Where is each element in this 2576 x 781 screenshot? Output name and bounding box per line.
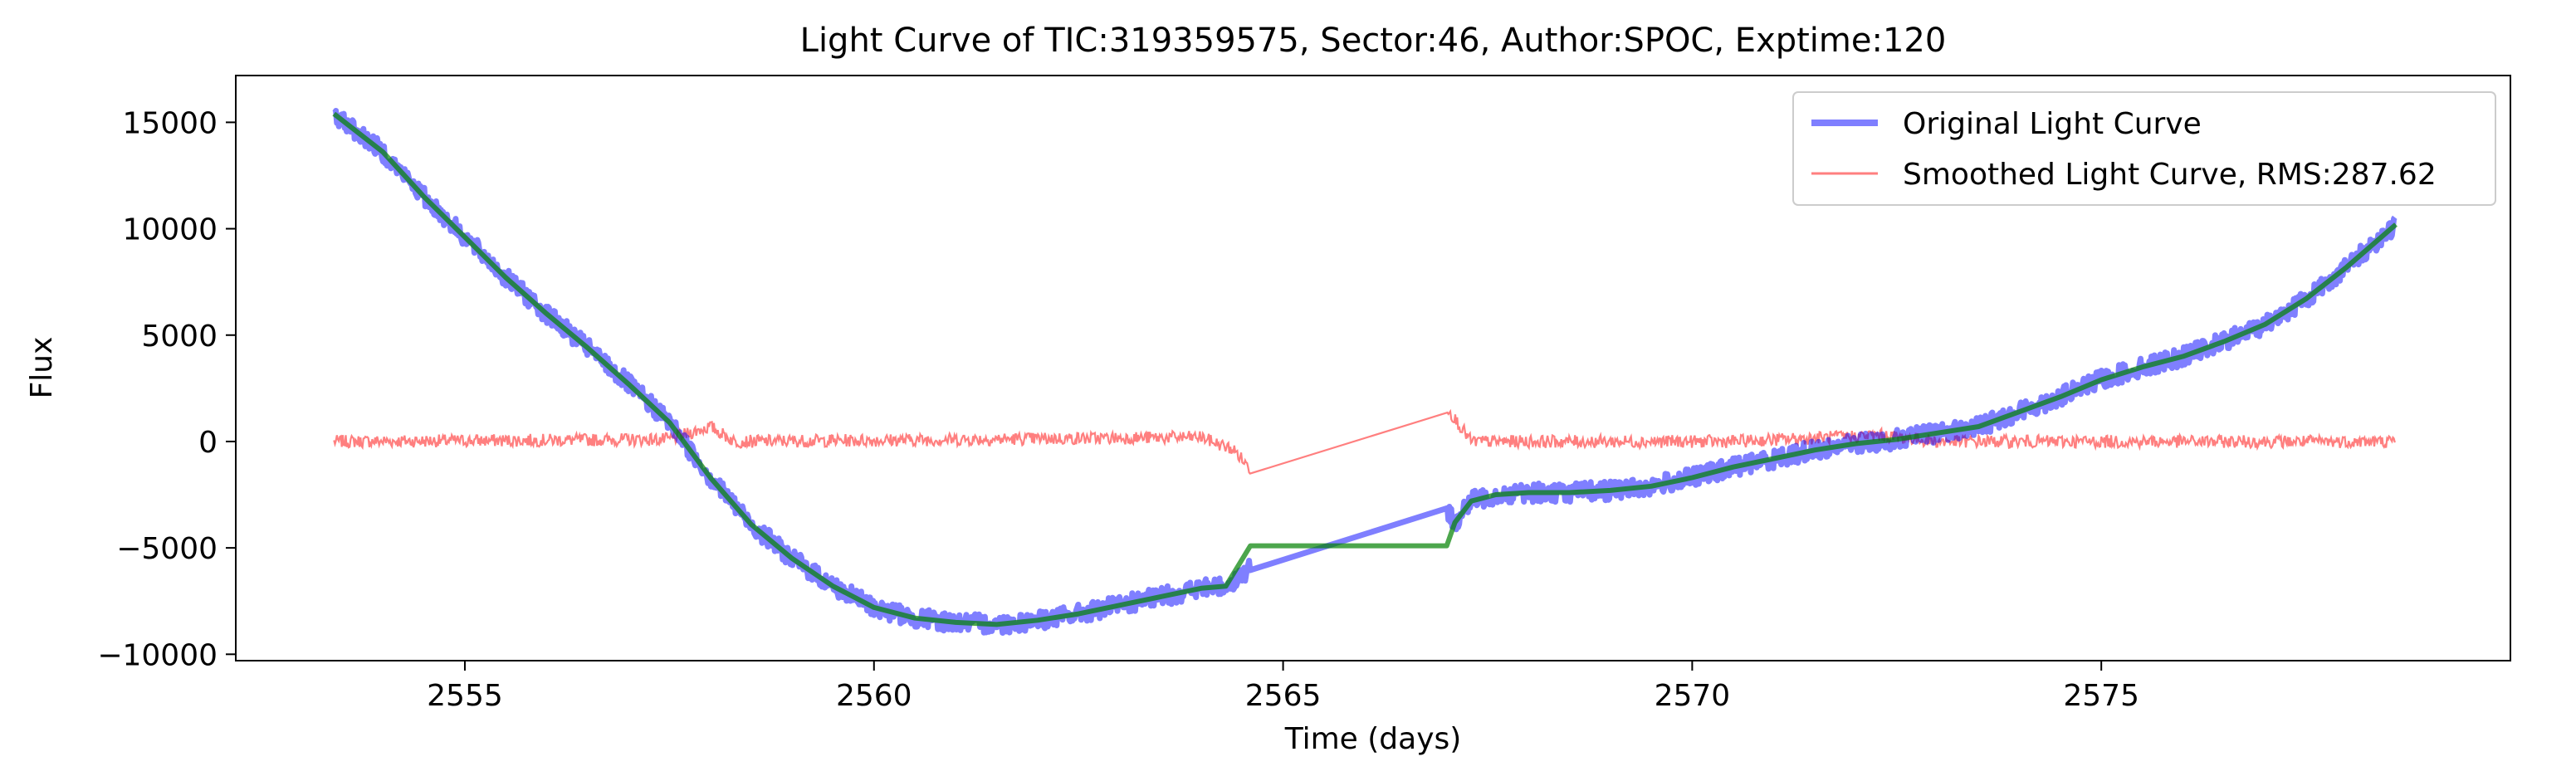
x-tick-label: 2555 [427,679,503,713]
legend-box [1792,91,2496,206]
x-tick-label: 2575 [2063,679,2139,713]
plot-frame [235,75,2511,661]
x-tick-label: 2560 [836,679,912,713]
y-tick-label: −5000 [116,532,218,566]
y-tick-label: 5000 [141,320,218,354]
x-axis-ticks: 2555 2560 2565 2570 2575 [427,661,2139,713]
y-tick-label: 15000 [122,106,218,140]
y-tick-label: 10000 [122,213,218,247]
y-axis-ticks: −10000 −5000 0 5000 10000 15000 [97,106,236,672]
series-layer [332,108,2398,636]
x-tick-label: 2570 [1655,679,1731,713]
legend-label-original: Original Light Curve [1903,107,2202,141]
y-tick-label: −10000 [97,638,218,672]
chart-title: Light Curve of TIC:319359575, Sector:46,… [800,22,1947,60]
x-tick-label: 2565 [1245,679,1322,713]
x-axis-label: Time (days) [1284,722,1462,756]
legend: Original Light Curve Smoothed Light Curv… [1792,91,2496,206]
legend-label-smoothed: Smoothed Light Curve, RMS:287.62 [1903,158,2437,192]
series-smoothed-fit-line [332,111,2398,627]
y-axis-label: Flux [25,337,59,399]
y-tick-label: 0 [198,426,218,460]
series-residual-line [333,408,2396,475]
